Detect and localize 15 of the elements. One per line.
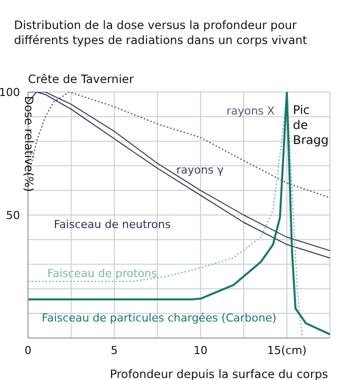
series-label: rayons γ: [176, 164, 224, 177]
x-tick-label: 15(cm): [267, 344, 307, 357]
y-axis-title: Dose relative(%): [22, 96, 36, 192]
x-tick-label: 5: [110, 344, 118, 357]
series-label: Faisceau de protons: [47, 267, 158, 280]
y-tick-label: 50: [6, 208, 20, 222]
text: Faisceau de neutrons: [54, 218, 172, 231]
y-tick-label: 100: [0, 86, 20, 99]
annotation: Crête de Tavernier: [28, 72, 134, 86]
x-tick-label: 0: [24, 344, 32, 357]
annotation: Pic de Bragg: [292, 103, 329, 147]
chart-title: Distribution de la dose versus la profondeur pour différents types de radiations dans un corps vivant: [14, 18, 308, 48]
series-label: Faisceau de particules chargées (Carbone): [42, 311, 276, 324]
text: rayons X: [226, 104, 276, 118]
x-tick-label: 10: [194, 344, 208, 357]
